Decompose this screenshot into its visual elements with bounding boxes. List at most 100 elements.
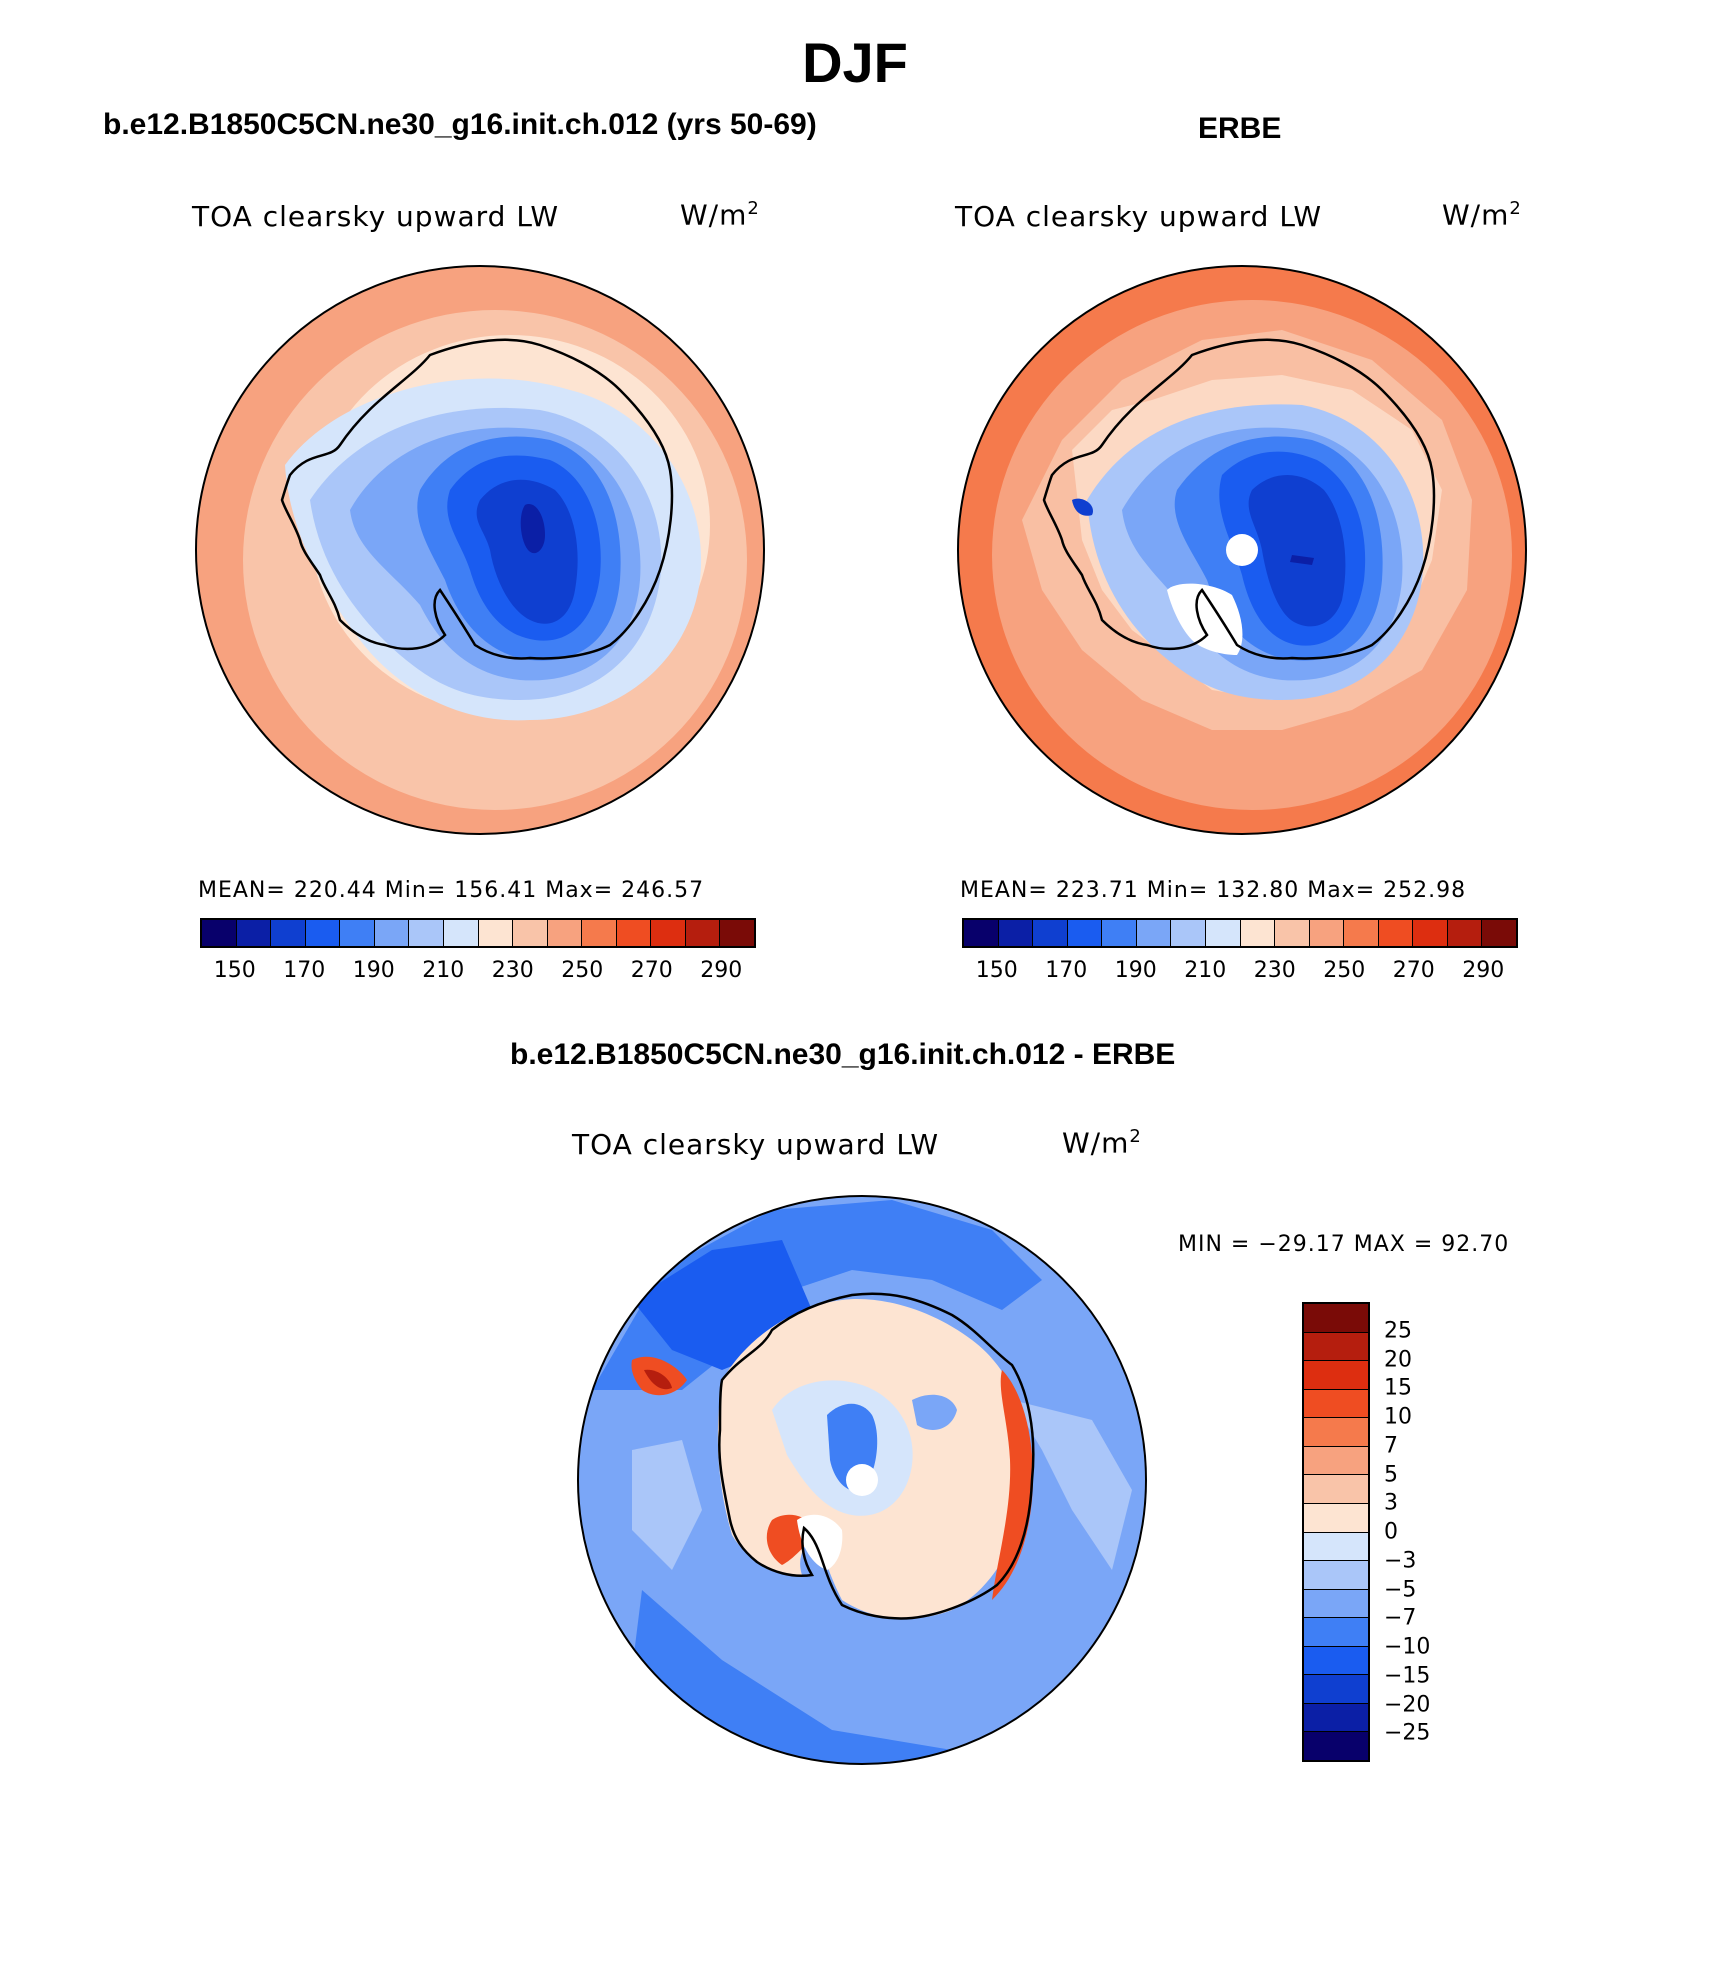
obs-variable-label: TOA clearsky upward LW xyxy=(955,200,1323,233)
colorbar-swatch xyxy=(1067,920,1103,946)
colorbar-swatch xyxy=(443,920,479,946)
obs-pole-hole xyxy=(1226,534,1258,566)
colorbar-tick-label: 210 xyxy=(422,958,465,983)
diff-ocean-west xyxy=(632,1440,702,1570)
model-units-label: W/m2 xyxy=(680,198,760,232)
colorbar-tick-label: 150 xyxy=(213,958,256,983)
colorbar-swatch xyxy=(1171,920,1206,946)
diff-variable-label: TOA clearsky upward LW xyxy=(572,1128,940,1161)
obs-polar-map xyxy=(957,265,1527,835)
model-colorbar-ticks: 150 170 190 210 230 250 270 290 xyxy=(200,958,756,988)
colorbar-swatch xyxy=(720,920,754,946)
colorbar-tick-label: 170 xyxy=(283,958,326,983)
colorbar-swatch xyxy=(202,920,237,946)
colorbar-swatch xyxy=(374,920,410,946)
colorbar-swatch xyxy=(685,920,721,946)
diff-coastline xyxy=(718,1292,1035,1620)
obs-colorbar-ticks: 150 170 190 210 230 250 270 290 xyxy=(962,958,1518,988)
colorbar-swatch xyxy=(513,920,548,946)
colorbar-tick-label: 7 xyxy=(1384,1433,1398,1459)
obs-ice-level-5 xyxy=(1248,475,1346,627)
colorbar-tick-label: 25 xyxy=(1384,1318,1412,1344)
colorbar-swatch xyxy=(1482,920,1516,946)
colorbar-tick-label: −7 xyxy=(1384,1605,1417,1631)
diff-ocean-east xyxy=(1012,1400,1132,1570)
colorbar-swatch xyxy=(616,920,652,946)
colorbar-swatch xyxy=(1304,1475,1368,1504)
colorbar-tick-label: 290 xyxy=(700,958,743,983)
colorbar-swatch xyxy=(1240,920,1276,946)
colorbar-swatch xyxy=(1304,1532,1368,1562)
colorbar-tick-label: 15 xyxy=(1384,1375,1412,1401)
colorbar-tick-label: −10 xyxy=(1384,1634,1431,1660)
diff-polar-map xyxy=(577,1195,1147,1765)
colorbar-tick-label: 150 xyxy=(975,958,1018,983)
diff-stats: MIN = −29.17 MAX = 92.70 xyxy=(1178,1232,1510,1257)
colorbar-swatch xyxy=(1344,920,1379,946)
diff-units-label: W/m2 xyxy=(1062,1126,1142,1160)
obs-ice-core xyxy=(1290,555,1314,565)
colorbar-tick-label: 290 xyxy=(1462,958,1505,983)
colorbar-tick-label: −25 xyxy=(1384,1720,1431,1746)
colorbar-swatch xyxy=(1304,1503,1368,1533)
colorbar-swatch xyxy=(1304,1675,1368,1704)
colorbar-swatch xyxy=(547,920,583,946)
colorbar-swatch xyxy=(340,920,375,946)
colorbar-swatch xyxy=(1304,1618,1368,1647)
colorbar-swatch xyxy=(1309,920,1345,946)
diff-map-border xyxy=(577,1195,1147,1765)
colorbar-tick-label: −3 xyxy=(1384,1548,1417,1574)
colorbar-swatch xyxy=(1304,1446,1368,1476)
colorbar-swatch xyxy=(478,920,514,946)
colorbar-swatch xyxy=(582,920,617,946)
colorbar-swatch xyxy=(1275,920,1310,946)
obs-missing-data-shelf xyxy=(1167,583,1243,655)
colorbar-tick-label: 10 xyxy=(1384,1404,1412,1430)
obs-coastline xyxy=(1042,338,1436,660)
colorbar-tick-label: 270 xyxy=(630,958,673,983)
obs-colorbar xyxy=(962,918,1518,948)
colorbar-tick-label: 20 xyxy=(1384,1347,1412,1372)
colorbar-swatch xyxy=(1304,1389,1368,1419)
colorbar-swatch xyxy=(1304,1732,1368,1760)
model-coastline xyxy=(280,338,674,660)
colorbar-swatch xyxy=(1102,920,1137,946)
colorbar-tick-label: −20 xyxy=(1384,1692,1431,1717)
colorbar-swatch xyxy=(1304,1332,1368,1362)
model-colorbar xyxy=(200,918,756,948)
colorbar-swatch xyxy=(305,920,341,946)
colorbar-swatch xyxy=(1304,1304,1368,1333)
model-polar-map xyxy=(195,265,765,835)
diff-ocean-cold-south xyxy=(632,1590,1042,1764)
colorbar-tick-label: 3 xyxy=(1384,1490,1398,1516)
colorbar-swatch xyxy=(1413,920,1448,946)
model-variable-label: TOA clearsky upward LW xyxy=(192,200,560,233)
diff-colorbar xyxy=(1302,1302,1370,1762)
obs-panel-title: ERBE xyxy=(1198,112,1282,145)
colorbar-tick-label: 0 xyxy=(1384,1519,1398,1545)
obs-map-border xyxy=(957,265,1527,835)
colorbar-swatch xyxy=(1304,1646,1368,1676)
colorbar-tick-label: 190 xyxy=(1114,958,1157,983)
colorbar-tick-label: −5 xyxy=(1384,1577,1417,1602)
page-title: DJF xyxy=(802,31,908,94)
colorbar-tick-label: 230 xyxy=(491,958,534,983)
colorbar-tick-label: 190 xyxy=(352,958,395,983)
colorbar-swatch xyxy=(1304,1589,1368,1619)
colorbar-swatch xyxy=(998,920,1034,946)
model-map-border xyxy=(195,265,765,835)
colorbar-tick-label: 230 xyxy=(1253,958,1296,983)
colorbar-swatch xyxy=(1205,920,1241,946)
diff-pole-hole xyxy=(846,1464,878,1496)
obs-units-label: W/m2 xyxy=(1442,198,1522,232)
colorbar-tick-label: 210 xyxy=(1184,958,1227,983)
colorbar-swatch xyxy=(1033,920,1068,946)
colorbar-swatch xyxy=(409,920,444,946)
diff-colorbar-ticks: 25 20 15 10 7 5 3 0 −3 −5 −7 −10 −15 −20 −25 xyxy=(1384,1302,1504,1762)
colorbar-tick-label: 250 xyxy=(1323,958,1366,983)
colorbar-swatch xyxy=(236,920,272,946)
obs-peninsula-cold-spot xyxy=(1072,498,1093,516)
colorbar-swatch xyxy=(1378,920,1414,946)
colorbar-tick-label: −15 xyxy=(1384,1663,1431,1689)
model-stats: MEAN= 220.44 Min= 156.41 Max= 246.57 xyxy=(198,878,705,903)
